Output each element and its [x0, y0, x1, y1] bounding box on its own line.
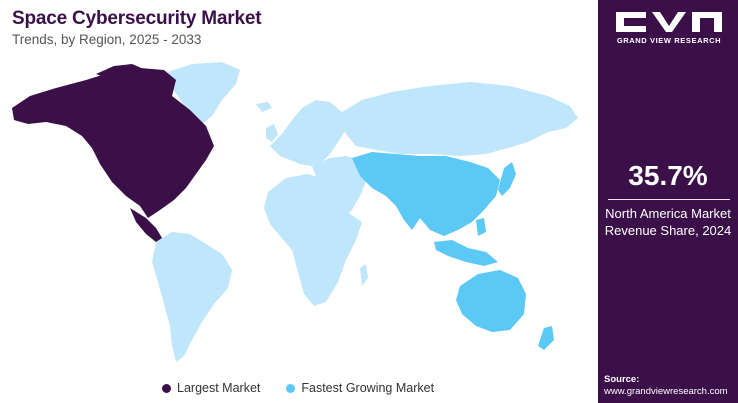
- sidebar-panel: GRAND VIEW RESEARCH 35.7% North America …: [598, 0, 738, 403]
- legend-label-largest: Largest Market: [177, 381, 261, 395]
- japan-shape: [498, 162, 516, 196]
- central-america-shape: [130, 208, 162, 242]
- north-america-shape: [12, 68, 214, 218]
- asia-pacific-shape: [352, 152, 500, 236]
- south-america-shape: [152, 232, 232, 362]
- legend: Largest Market Fastest Growing Market: [162, 381, 434, 395]
- southeast-asia-shape: [434, 240, 498, 266]
- source-label: Source:: [604, 374, 640, 385]
- stat-label-line1: North America Market: [605, 206, 731, 221]
- chart-title: Space Cybersecurity Market: [12, 8, 262, 29]
- legend-dot-fastest: [286, 383, 296, 393]
- stat-value: 35.7%: [628, 160, 708, 191]
- arctic-islands-shape: [96, 64, 146, 82]
- brand-logo: GRAND VIEW RESEARCH: [616, 10, 722, 45]
- stat-label-line2: Revenue Share, 2024: [604, 223, 732, 238]
- africa-shape: [264, 174, 362, 306]
- legend-item-fastest: Fastest Growing Market: [286, 381, 434, 395]
- chart-subtitle: Trends, by Region, 2025 - 2033: [12, 32, 202, 47]
- logo-text: GRAND VIEW RESEARCH: [616, 36, 722, 45]
- source-url[interactable]: www.grandviewresearch.com: [604, 386, 728, 397]
- madagascar-shape: [360, 264, 368, 286]
- europe-shape: [270, 100, 346, 166]
- australia-shape: [456, 270, 526, 332]
- new-zealand-shape: [538, 326, 554, 350]
- russia-shape: [342, 82, 578, 156]
- philippines-shape: [476, 218, 486, 236]
- legend-label-fastest: Fastest Growing Market: [301, 381, 435, 395]
- stat-label: North America Market Revenue Share, 2024: [598, 205, 738, 239]
- uk-shape: [266, 124, 278, 142]
- iceland-shape: [256, 102, 272, 112]
- stat-divider: [608, 199, 730, 200]
- world-map: [12, 62, 578, 362]
- legend-dot-largest: [162, 383, 171, 393]
- legend-item-largest: Largest Market: [162, 381, 260, 395]
- logo-mark-icon: [616, 12, 722, 32]
- middle-east-shape: [312, 156, 368, 218]
